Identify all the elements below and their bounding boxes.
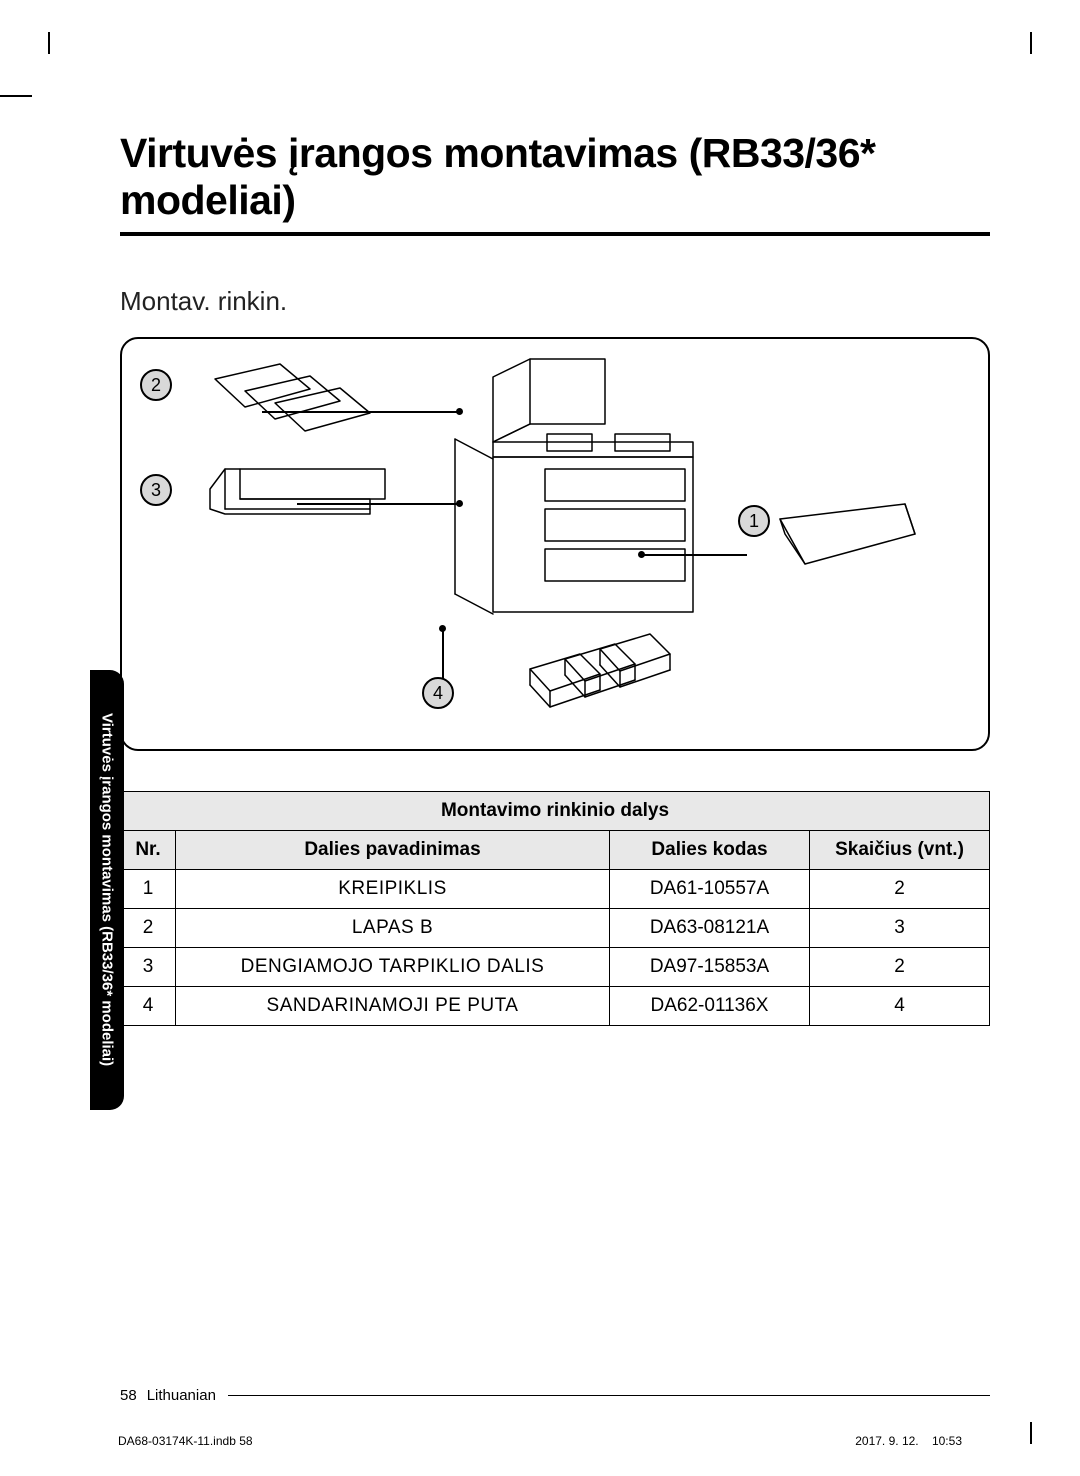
crop-mark	[1030, 32, 1032, 54]
installation-kit-diagram: 2 3 1 4	[120, 337, 990, 751]
cell-name: KREIPIKLIS	[176, 870, 610, 909]
col-name: Dalies pavadinimas	[176, 831, 610, 870]
col-qty: Skaičius (vnt.)	[810, 831, 990, 870]
print-footer: DA68-03174K-11.indb 58 2017. 9. 12. 10:5…	[118, 1434, 962, 1448]
cell-name: DENGIAMOJO TARPIKLIO DALIS	[176, 948, 610, 987]
cell-qty: 4	[810, 987, 990, 1026]
cell-nr: 2	[121, 909, 176, 948]
cell-code: DA63-08121A	[610, 909, 810, 948]
cell-qty: 2	[810, 870, 990, 909]
cell-nr: 3	[121, 948, 176, 987]
col-code: Dalies kodas	[610, 831, 810, 870]
callout-dot	[456, 500, 463, 507]
callout-line	[442, 629, 444, 679]
page-language: Lithuanian	[147, 1387, 216, 1404]
cell-code: DA97-15853A	[610, 948, 810, 987]
callout-3: 3	[140, 474, 172, 506]
crop-mark	[0, 95, 32, 97]
table-title-row: Montavimo rinkinio dalys	[121, 792, 990, 831]
callout-line	[262, 411, 457, 413]
crop-mark	[1030, 1422, 1032, 1444]
cell-nr: 1	[121, 870, 176, 909]
cell-nr: 4	[121, 987, 176, 1026]
crop-mark	[48, 32, 50, 54]
cell-qty: 3	[810, 909, 990, 948]
col-nr: Nr.	[121, 831, 176, 870]
page-number: 58	[120, 1387, 137, 1404]
parts-table: Montavimo rinkinio dalys Nr. Dalies pava…	[120, 791, 990, 1026]
cell-name: SANDARINAMOJI PE PUTA	[176, 987, 610, 1026]
callout-dot	[456, 408, 463, 415]
callout-line	[297, 503, 457, 505]
section-title: Montav. rinkin.	[120, 286, 990, 317]
table-row: 4 SANDARINAMOJI PE PUTA DA62-01136X 4	[121, 987, 990, 1026]
callout-2: 2	[140, 369, 172, 401]
callout-dot	[439, 625, 446, 632]
callout-dot	[638, 551, 645, 558]
table-header-row: Nr. Dalies pavadinimas Dalies kodas Skai…	[121, 831, 990, 870]
title-underline	[120, 232, 990, 236]
footer-rule	[228, 1395, 990, 1396]
cell-code: DA62-01136X	[610, 987, 810, 1026]
side-tab-label: Virtuvės įrangos montavimas (RB33/36* mo…	[90, 670, 124, 1110]
page-title: Virtuvės įrangos montavimas (RB33/36* mo…	[120, 130, 990, 224]
table-row: 2 LAPAS B DA63-08121A 3	[121, 909, 990, 948]
callout-4: 4	[422, 677, 454, 709]
cell-code: DA61-10557A	[610, 870, 810, 909]
table-row: 1 KREIPIKLIS DA61-10557A 2	[121, 870, 990, 909]
callout-line	[642, 554, 747, 556]
table-title: Montavimo rinkinio dalys	[121, 792, 990, 831]
print-file-info: DA68-03174K-11.indb 58	[118, 1434, 253, 1448]
page-body: Virtuvės įrangos montavimas (RB33/36* mo…	[90, 70, 990, 1416]
table-row: 3 DENGIAMOJO TARPIKLIO DALIS DA97-15853A…	[121, 948, 990, 987]
print-datetime: 2017. 9. 12. 10:53	[855, 1434, 962, 1448]
page-footer: 58 Lithuanian	[120, 1387, 990, 1404]
diagram-lineart	[122, 339, 988, 749]
callout-1: 1	[738, 505, 770, 537]
cell-qty: 2	[810, 948, 990, 987]
cell-name: LAPAS B	[176, 909, 610, 948]
